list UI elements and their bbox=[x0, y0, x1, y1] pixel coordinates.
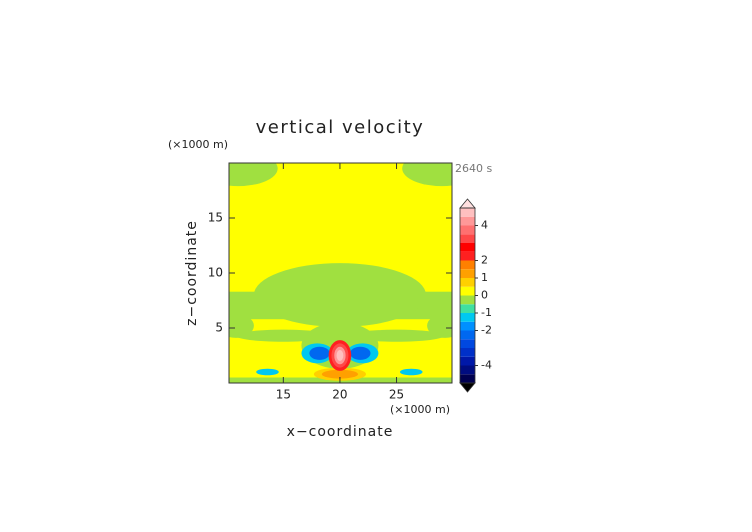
chart-title: vertical velocity bbox=[256, 117, 425, 138]
colorbar-tick-label: -4 bbox=[481, 359, 492, 372]
colorbar-tick-label: 4 bbox=[481, 219, 488, 232]
x-tick-label: 20 bbox=[332, 388, 347, 402]
colorbar-bin bbox=[460, 208, 475, 217]
x-axis-label: x−coordinate bbox=[287, 424, 394, 440]
field bbox=[229, 163, 452, 383]
colorbar-over bbox=[459, 198, 476, 209]
contour-region bbox=[350, 346, 371, 360]
colorbar-bin bbox=[460, 260, 475, 270]
contour-region bbox=[253, 263, 426, 327]
colorbar-bin bbox=[460, 374, 475, 383]
contour-region bbox=[309, 346, 330, 360]
contour-region bbox=[402, 163, 452, 187]
colorbar-tick-label: 0 bbox=[481, 289, 488, 302]
colorbar-bin bbox=[460, 243, 475, 252]
colorbar-bin bbox=[460, 348, 475, 357]
colorbar-bin bbox=[460, 225, 475, 235]
y-tick-label: 5 bbox=[215, 321, 223, 335]
x-tick-label: 25 bbox=[389, 388, 404, 402]
contour-region bbox=[256, 368, 279, 376]
colorbar-bin bbox=[460, 304, 475, 313]
time-label: 2640 s bbox=[455, 162, 492, 175]
x-tick-label: 15 bbox=[276, 388, 291, 402]
contour-region bbox=[399, 368, 423, 376]
contour-region bbox=[321, 369, 359, 379]
colorbar-bin bbox=[460, 251, 475, 261]
y-tick-label: 10 bbox=[208, 266, 223, 280]
colorbar-bin bbox=[460, 269, 475, 278]
colorbar-bin bbox=[460, 339, 475, 348]
contour-region bbox=[229, 163, 278, 187]
colorbar-bin bbox=[460, 278, 475, 287]
contour-region bbox=[427, 313, 452, 338]
colorbar-bin bbox=[460, 330, 475, 340]
colorbar-under bbox=[459, 382, 476, 393]
x-unit: (×1000 m) bbox=[390, 403, 450, 416]
contour-region bbox=[336, 350, 344, 361]
colorbar-tick-label: -1 bbox=[481, 306, 492, 319]
y-axis-label: z−coordinate bbox=[184, 220, 200, 326]
colorbar-bin bbox=[460, 321, 475, 331]
y-tick-label: 15 bbox=[208, 211, 223, 225]
colorbar-bin bbox=[460, 313, 475, 322]
colorbar-tick-label: 2 bbox=[481, 254, 488, 267]
colorbar-bin bbox=[460, 216, 475, 226]
colorbar-bin bbox=[460, 286, 475, 296]
colorbar-bin bbox=[460, 356, 475, 366]
colorbar-tick-label: 1 bbox=[481, 271, 488, 284]
colorbar-tick-label: -2 bbox=[481, 324, 492, 337]
y-unit: (×1000 m) bbox=[168, 138, 228, 151]
colorbar-bin bbox=[460, 234, 475, 243]
colorbar-bin bbox=[460, 295, 475, 305]
colorbar-bin bbox=[460, 365, 475, 375]
